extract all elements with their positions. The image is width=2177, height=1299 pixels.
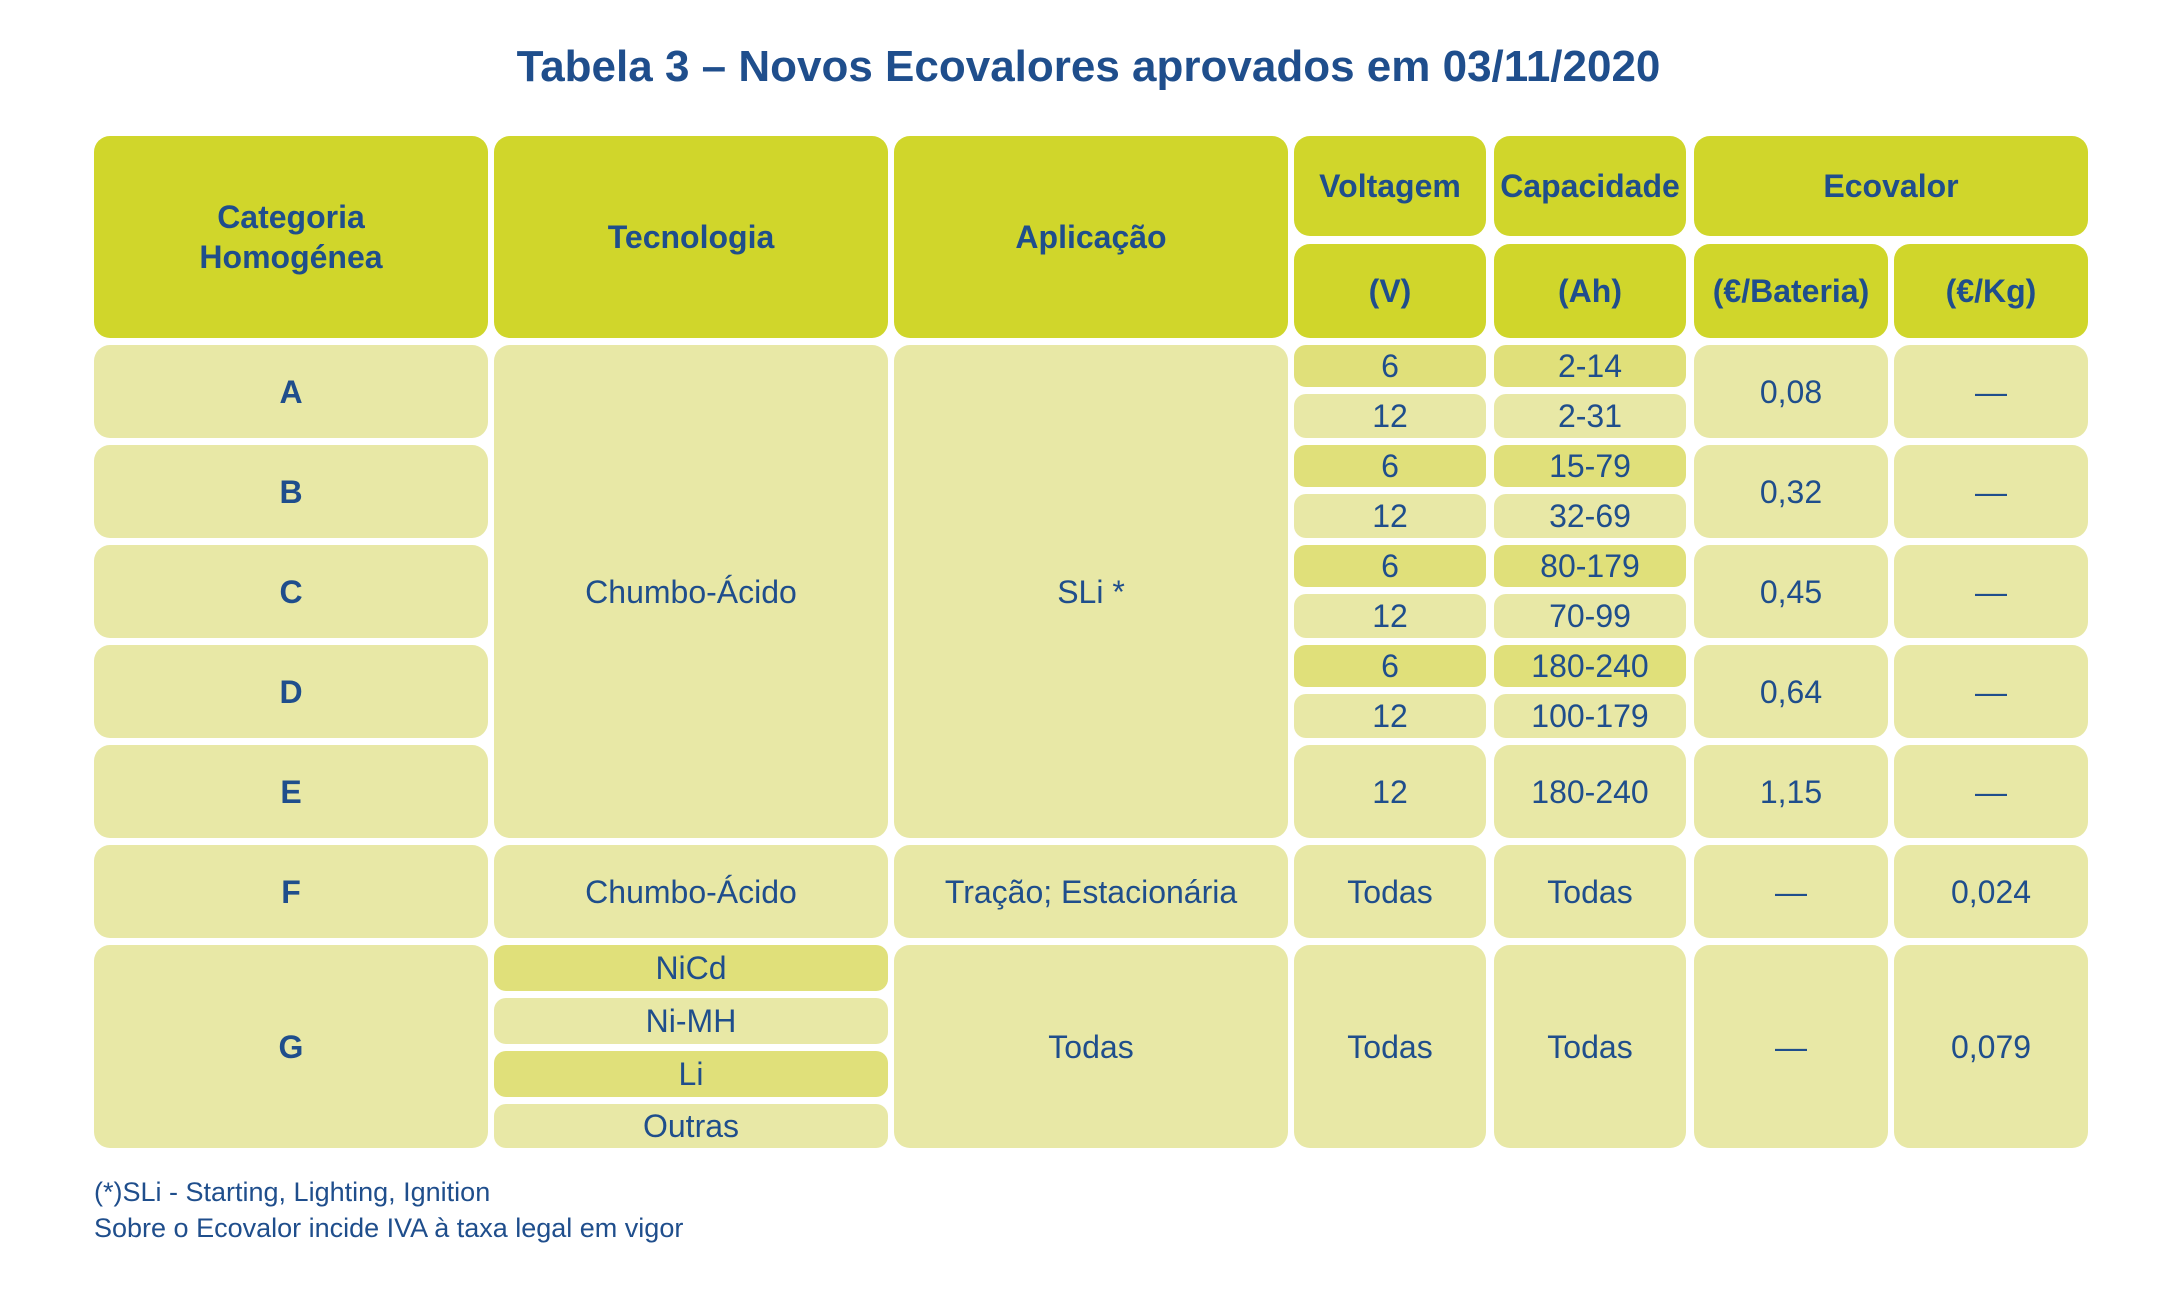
header-capacidade: Capacidade [1494,136,1686,236]
ecovalor-bateria-f: — [1694,845,1888,938]
header-aplicacao: Aplicação [894,136,1288,338]
ecovalor-kg-f: 0,024 [1894,845,2088,938]
capacidade-b-2: 32-69 [1494,494,1686,538]
voltagem-d-1: 6 [1294,645,1486,687]
tecnologia-f: Chumbo-Ácido [494,845,888,938]
voltagem-d-2: 12 [1294,694,1486,738]
category-a: A [94,345,488,438]
ecovalor-kg-d: — [1894,645,2088,738]
voltagem-g: Todas [1294,945,1486,1148]
footnote-iva: Sobre o Ecovalor incide IVA à taxa legal… [94,1213,684,1243]
header-ecovalor-kg: (€/Kg) [1894,244,2088,338]
voltagem-c-1: 6 [1294,545,1486,587]
ecovalor-kg-c: — [1894,545,2088,638]
capacidade-g: Todas [1494,945,1686,1148]
category-e: E [94,745,488,838]
ecovalor-bateria-g: — [1694,945,1888,1148]
ecovalor-kg-e: — [1894,745,2088,838]
header-voltagem-unit: (V) [1294,244,1486,338]
table-title: Tabela 3 – Novos Ecovalores aprovados em… [516,42,1661,91]
capacidade-a-1: 2-14 [1494,345,1686,387]
tecnologia-a-e: Chumbo-Ácido [494,345,888,838]
tecnologia-g-outras: Outras [494,1104,888,1148]
category-c: C [94,545,488,638]
tecnologia-g-li: Li [494,1051,888,1097]
ecovalor-kg-a: — [1894,345,2088,438]
header-capacidade-unit: (Ah) [1494,244,1686,338]
capacidade-d-2: 100-179 [1494,694,1686,738]
ecovalor-bateria-b: 0,32 [1694,445,1888,538]
capacidade-f: Todas [1494,845,1686,938]
capacidade-a-2: 2-31 [1494,394,1686,438]
ecovalor-bateria-d: 0,64 [1694,645,1888,738]
capacidade-b-1: 15-79 [1494,445,1686,487]
ecovalor-kg-b: — [1894,445,2088,538]
voltagem-c-2: 12 [1294,594,1486,638]
footnote-sli: (*)SLi - Starting, Lighting, Ignition [94,1177,491,1207]
ecovalor-bateria-a: 0,08 [1694,345,1888,438]
header-ecovalor: Ecovalor [1694,136,2088,236]
capacidade-c-2: 70-99 [1494,594,1686,638]
tecnologia-g-nicd: NiCd [494,945,888,991]
category-g: G [94,945,488,1148]
header-categoria: Categoria Homogénea [94,136,488,338]
header-voltagem: Voltagem [1294,136,1486,236]
category-d: D [94,645,488,738]
aplicacao-f: Tração; Estacionária [894,845,1288,938]
voltagem-b-2: 12 [1294,494,1486,538]
voltagem-b-1: 6 [1294,445,1486,487]
category-f: F [94,845,488,938]
footnotes: (*)SLi - Starting, Lighting, Ignition So… [94,1174,683,1246]
voltagem-f: Todas [1294,845,1486,938]
aplicacao-a-e: SLi * [894,345,1288,838]
ecovalor-bateria-e: 1,15 [1694,745,1888,838]
voltagem-e: 12 [1294,745,1486,838]
voltagem-a-2: 12 [1294,394,1486,438]
header-ecovalor-bateria: (€/Bateria) [1694,244,1888,338]
ecovalor-bateria-c: 0,45 [1694,545,1888,638]
voltagem-a-1: 6 [1294,345,1486,387]
capacidade-d-1: 180-240 [1494,645,1686,687]
capacidade-e: 180-240 [1494,745,1686,838]
ecovalor-kg-g: 0,079 [1894,945,2088,1148]
tecnologia-g-nimh: Ni-MH [494,998,888,1044]
aplicacao-g: Todas [894,945,1288,1148]
header-tecnologia: Tecnologia [494,136,888,338]
category-b: B [94,445,488,538]
capacidade-c-1: 80-179 [1494,545,1686,587]
